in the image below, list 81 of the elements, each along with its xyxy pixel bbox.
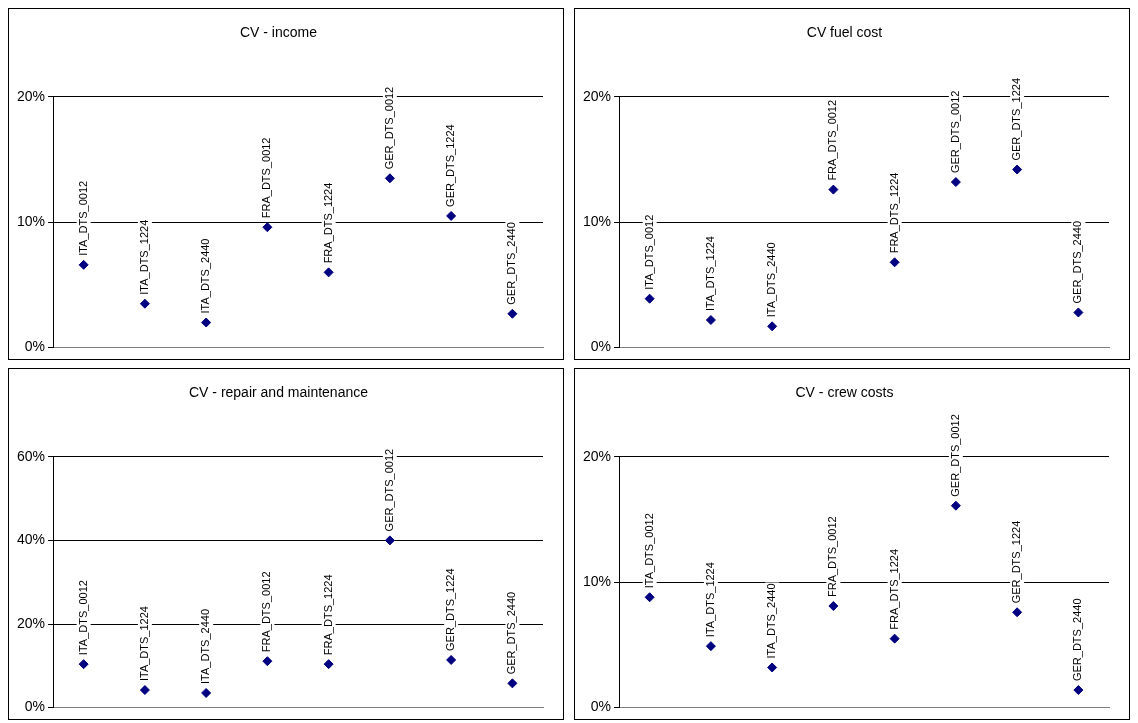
point xyxy=(705,641,716,652)
category-label: GER_DTS_2440 xyxy=(505,591,518,675)
x-tick-label: GER_DTS_2440 xyxy=(505,222,518,305)
point xyxy=(1012,164,1023,175)
point xyxy=(889,257,900,268)
point xyxy=(201,687,212,698)
point xyxy=(262,656,273,667)
y-tick-label: 20% xyxy=(16,87,46,104)
y-tick-label: 0% xyxy=(590,698,612,715)
point xyxy=(644,592,655,603)
x-tick-label: ITA_DTS_1224 xyxy=(137,219,150,295)
point xyxy=(767,662,778,673)
x-tick-label: FRA_DTS_0012 xyxy=(826,99,839,181)
x-tick-label: GER_DTS_1224 xyxy=(444,124,457,207)
point xyxy=(1073,685,1084,696)
category-label: ITA_DTS_2440 xyxy=(765,583,778,659)
point xyxy=(507,678,518,689)
point xyxy=(950,500,961,511)
x-tick-label: FRA_DTS_0012 xyxy=(260,137,273,219)
point xyxy=(644,293,655,304)
x-tick-label: ITA_DTS_2440 xyxy=(199,238,212,314)
y-tick-label: 20% xyxy=(16,614,46,631)
point xyxy=(323,267,334,278)
point xyxy=(828,184,839,195)
x-tick-label: ITA_DTS_1224 xyxy=(703,236,716,312)
y-tick-label: 10% xyxy=(16,213,46,230)
x-tick-label: ITA_DTS_0012 xyxy=(76,180,89,256)
point xyxy=(507,308,518,319)
y-tick-label: 10% xyxy=(582,213,612,230)
point xyxy=(889,633,900,644)
y-tick-label: 60% xyxy=(16,447,46,464)
category-label: FRA_DTS_0012 xyxy=(260,571,273,653)
category-label: FRA_DTS_1224 xyxy=(321,574,334,656)
x-tick-label: GER_DTS_2440 xyxy=(1071,220,1084,304)
x-tick-label: ITA_DTS_2440 xyxy=(765,242,778,318)
category-label: GER_DTS_2440 xyxy=(1071,598,1084,682)
category-label: FRA_DTS_1224 xyxy=(887,548,900,630)
point xyxy=(201,317,212,328)
x-tick-label: FRA_DTS_1224 xyxy=(321,182,334,264)
category-label: ITA_DTS_0012 xyxy=(642,513,655,589)
chart-title: CV - crew costs xyxy=(795,384,894,401)
category-label: ITA_DTS_0012 xyxy=(76,580,89,656)
x-tick-label: GER_DTS_1224 xyxy=(1010,77,1023,161)
point xyxy=(1073,307,1084,318)
category-label: GER_DTS_1224 xyxy=(1010,520,1023,604)
category-label: GER_DTS_0012 xyxy=(382,448,395,532)
x-tick-label: GER_DTS_0012 xyxy=(948,90,961,174)
x-tick-label: GER_DTS_0012 xyxy=(382,86,395,170)
y-tick-label: 10% xyxy=(582,573,612,590)
point xyxy=(139,298,150,309)
point xyxy=(446,654,457,665)
y-tick-label: 20% xyxy=(582,87,612,104)
point xyxy=(384,535,395,546)
chart-title: CV fuel cost xyxy=(806,24,883,41)
x-tick-label: FRA_DTS_1224 xyxy=(887,172,900,254)
point xyxy=(828,601,839,612)
point xyxy=(950,177,961,188)
point xyxy=(1012,607,1023,618)
chart-title: CV - income xyxy=(239,24,318,41)
y-tick-label: 0% xyxy=(24,698,46,715)
point xyxy=(705,315,716,326)
category-label: GER_DTS_1224 xyxy=(444,568,457,651)
point xyxy=(323,659,334,670)
chart-title: CV - repair and maintenance xyxy=(189,384,369,401)
point xyxy=(384,173,395,184)
x-tick-label: ITA_DTS_0012 xyxy=(642,214,655,290)
point xyxy=(767,321,778,332)
point xyxy=(446,210,457,221)
y-tick-label: 20% xyxy=(582,447,612,464)
category-label: FRA_DTS_0012 xyxy=(826,516,839,598)
point xyxy=(139,685,150,696)
category-label: ITA_DTS_2440 xyxy=(199,608,212,684)
point xyxy=(78,259,89,270)
point xyxy=(262,222,273,233)
category-label: ITA_DTS_1224 xyxy=(137,606,150,682)
y-tick-label: 0% xyxy=(24,338,46,355)
point xyxy=(78,659,89,670)
y-tick-label: 0% xyxy=(590,338,612,355)
category-label: GER_DTS_0012 xyxy=(948,414,961,497)
category-label: ITA_DTS_1224 xyxy=(703,562,716,638)
y-tick-label: 40% xyxy=(16,531,46,548)
